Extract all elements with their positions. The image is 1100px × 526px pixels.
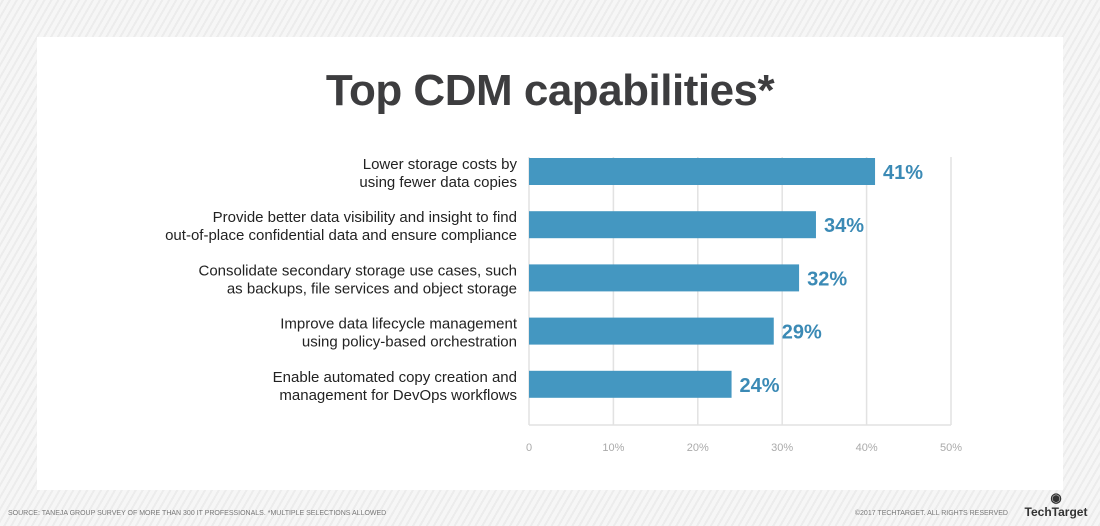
logo-text: TechTarget xyxy=(1024,505,1088,519)
source-note: SOURCE: TANEJA GROUP SURVEY OF MORE THAN… xyxy=(8,510,387,517)
data-label: 32% xyxy=(807,268,847,290)
bar xyxy=(529,264,800,292)
data-label: 34% xyxy=(824,215,864,237)
category-label: Improve data lifecycle management xyxy=(280,316,518,333)
category-label: Enable automated copy creation and xyxy=(273,369,517,386)
bar xyxy=(529,211,816,239)
copyright: ©2017 TECHTARGET. ALL RIGHTS RESERVED xyxy=(854,510,1008,517)
category-label: out-of-place confidential data and ensur… xyxy=(165,227,517,244)
x-tick-label: 30% xyxy=(771,442,793,454)
category-label: as backups, file services and object sto… xyxy=(227,280,517,297)
techtarget-logo: ◉ TechTarget xyxy=(1020,490,1092,519)
category-label: using fewer data copies xyxy=(359,174,517,191)
category-label: Provide better data visibility and insig… xyxy=(213,209,517,226)
category-label: using policy-based orchestration xyxy=(302,334,517,351)
chart-panel xyxy=(37,37,1063,490)
category-label: Consolidate secondary storage use cases,… xyxy=(198,262,517,279)
data-label: 41% xyxy=(883,162,923,184)
x-tick-label: 10% xyxy=(602,442,624,454)
x-tick-label: 0 xyxy=(526,442,532,454)
x-tick-label: 40% xyxy=(856,442,878,454)
x-tick-label: 50% xyxy=(940,442,962,454)
x-tick-label: 20% xyxy=(687,442,709,454)
bar xyxy=(529,158,876,185)
category-label: management for DevOps workflows xyxy=(279,387,517,404)
bar xyxy=(529,317,774,345)
data-label: 24% xyxy=(740,375,780,397)
eye-icon: ◉ xyxy=(1050,490,1062,505)
data-label: 29% xyxy=(782,322,822,344)
chart-title: Top CDM capabilities* xyxy=(325,66,775,115)
category-label: Lower storage costs by xyxy=(363,156,518,173)
bar xyxy=(529,370,732,398)
